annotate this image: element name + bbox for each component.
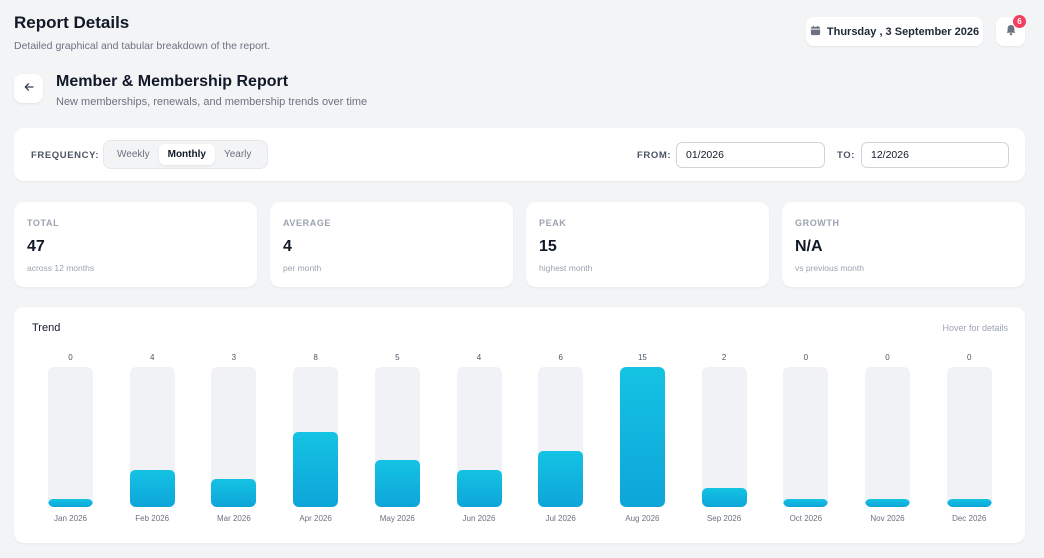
bar xyxy=(538,451,584,507)
stat-sub: per month xyxy=(283,263,322,273)
stat-card-growth: GROWTH N/A vs previous month xyxy=(782,202,1025,287)
stat-label: AVERAGE xyxy=(283,218,332,228)
bar-value-label: 2 xyxy=(721,353,727,362)
bar-value-label: 0 xyxy=(68,353,73,362)
frequency-toggle-group: Weekly Monthly Yearly xyxy=(103,140,268,169)
bar-category-label: Mar 2026 xyxy=(216,514,251,523)
notification-count-badge: 6 xyxy=(1013,15,1026,28)
bar-value-label: 4 xyxy=(149,353,155,362)
bar-track[interactable] xyxy=(619,367,665,507)
bar xyxy=(293,432,339,507)
bar xyxy=(211,479,257,507)
bar-value-label: 0 xyxy=(966,353,972,362)
bar-track[interactable] xyxy=(538,367,584,507)
report-subtitle: New memberships, renewals, and membershi… xyxy=(56,96,368,108)
trend-bar-chart: 0 Jan 2026 4 Feb 2026 3 Mar 2026 8 Apr 2026 5 May… xyxy=(14,307,1025,543)
bar xyxy=(946,499,992,507)
stat-card-peak: PEAK 15 highest month xyxy=(526,202,769,287)
bar-track[interactable] xyxy=(129,367,175,507)
trend-hint: Hover for details xyxy=(942,323,1008,333)
bar-category-label: Sep 2026 xyxy=(706,514,742,523)
bar-category-label: May 2026 xyxy=(379,514,415,523)
bar xyxy=(48,499,93,507)
from-label: FROM: xyxy=(637,150,672,161)
frequency-label: FREQUENCY: xyxy=(31,150,100,161)
bar-track[interactable] xyxy=(946,367,992,507)
stat-label: TOTAL xyxy=(27,218,60,228)
stat-sub: vs previous month xyxy=(795,263,864,273)
bar xyxy=(374,460,420,507)
bar-value-label: 6 xyxy=(558,353,563,362)
arrow-left-icon xyxy=(23,80,35,98)
bar-value-label: 15 xyxy=(637,353,647,362)
bar-category-label: Nov 2026 xyxy=(870,514,905,523)
stat-value: 47 xyxy=(27,238,45,255)
to-label: TO: xyxy=(837,150,855,161)
bar-value-label: 0 xyxy=(803,353,809,362)
bar-category-label: Jun 2026 xyxy=(462,514,496,523)
bar xyxy=(783,499,829,507)
report-title: Member & Membership Report xyxy=(56,73,289,90)
bar xyxy=(865,499,910,507)
bar-category-label: Oct 2026 xyxy=(789,514,823,523)
bar-track[interactable] xyxy=(48,367,93,507)
bar-category-label: Jan 2026 xyxy=(54,514,87,523)
bar-value-label: 5 xyxy=(395,353,400,362)
current-date: Thursday , 3 September 2026 xyxy=(826,25,980,38)
stat-label: PEAK xyxy=(539,218,567,228)
bar xyxy=(701,488,747,507)
bar-category-label: Feb 2026 xyxy=(135,514,170,523)
bar-value-label: 3 xyxy=(231,353,237,362)
bar-value-label: 0 xyxy=(885,353,890,362)
stat-value: 15 xyxy=(539,238,557,255)
bar-value-label: 4 xyxy=(476,353,482,362)
frequency-option-monthly[interactable]: Monthly xyxy=(158,144,215,165)
stat-sub: across 12 months xyxy=(27,263,95,273)
page-subtitle: Detailed graphical and tabular breakdown… xyxy=(14,40,271,52)
calendar-icon xyxy=(810,25,821,39)
bar-track[interactable] xyxy=(456,367,502,507)
bar-track[interactable] xyxy=(293,367,339,507)
bar-track[interactable] xyxy=(865,367,910,507)
bar-category-label: Jul 2026 xyxy=(545,514,576,523)
stat-value: N/A xyxy=(795,238,823,255)
from-date-input[interactable] xyxy=(676,142,825,168)
back-button[interactable] xyxy=(14,74,43,103)
frequency-option-yearly[interactable]: Yearly xyxy=(223,149,252,160)
bar-track[interactable] xyxy=(701,367,747,507)
date-display[interactable]: Thursday , 3 September 2026 xyxy=(806,17,983,46)
trend-card: Trend Hover for details 0 Jan 2026 4 Feb 20… xyxy=(14,307,1025,543)
bell-icon xyxy=(1005,23,1017,41)
stat-sub: highest month xyxy=(539,263,593,273)
bar xyxy=(456,469,502,507)
bar-category-label: Apr 2026 xyxy=(299,514,332,523)
bar-track[interactable] xyxy=(374,367,420,507)
filter-card: FREQUENCY: Weekly Monthly Yearly FROM: T… xyxy=(14,128,1025,181)
trend-title: Trend xyxy=(32,322,61,334)
notifications-button[interactable]: 6 xyxy=(996,15,1026,46)
bar xyxy=(129,469,175,507)
bar-category-label: Aug 2026 xyxy=(625,514,660,523)
to-date-input[interactable] xyxy=(861,142,1009,168)
stat-card-average: AVERAGE 4 per month xyxy=(270,202,513,287)
bar-track[interactable] xyxy=(211,367,257,507)
bar-track[interactable] xyxy=(783,367,829,507)
stat-card-total: TOTAL 47 across 12 months xyxy=(14,202,257,287)
bar-category-label: Dec 2026 xyxy=(952,514,987,523)
stat-label: GROWTH xyxy=(795,218,840,228)
page-title: Report Details xyxy=(14,13,130,32)
bar xyxy=(619,367,665,507)
stat-value: 4 xyxy=(283,238,292,255)
bar-value-label: 8 xyxy=(313,353,318,362)
frequency-option-weekly[interactable]: Weekly xyxy=(117,149,150,160)
